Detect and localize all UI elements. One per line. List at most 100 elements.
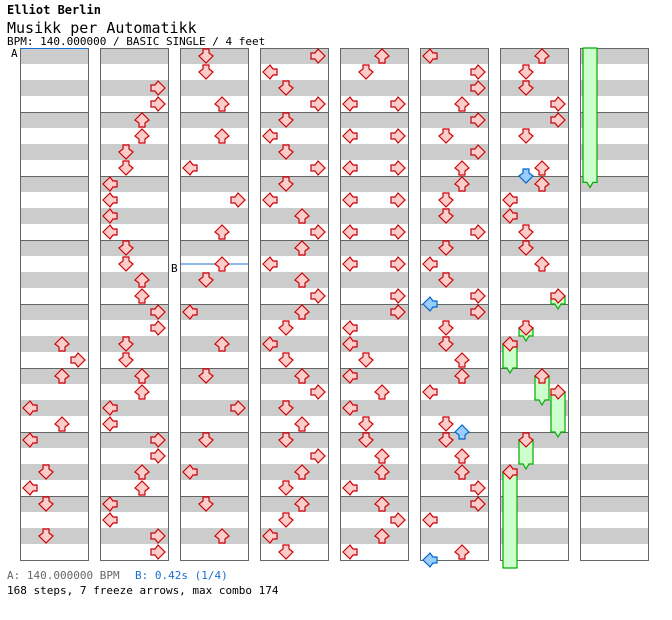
right-arrow: [470, 80, 486, 96]
left-arrow: [262, 192, 278, 208]
right-arrow: [390, 160, 406, 176]
up-arrow: [294, 272, 310, 288]
beat-stripe: [580, 240, 648, 256]
marker-a-label: A: [11, 47, 18, 60]
up-arrow: [214, 224, 230, 240]
up-arrow: [454, 464, 470, 480]
left-arrow: [342, 400, 358, 416]
down-arrow: [438, 320, 454, 336]
up-arrow: [454, 544, 470, 560]
right-arrow: [150, 544, 166, 560]
down-arrow: [438, 272, 454, 288]
left-arrow: [342, 192, 358, 208]
freeze-body: [582, 47, 598, 189]
down-arrow: [518, 64, 534, 80]
left-freeze-head: [502, 336, 518, 352]
beat-stripe: [100, 432, 168, 448]
beat-stripe: [260, 528, 328, 544]
beat-stripe: [260, 432, 328, 448]
beat-stripe: [340, 400, 408, 416]
up-arrow: [294, 368, 310, 384]
down-arrow: [358, 352, 374, 368]
up-arrow: [454, 160, 470, 176]
beat-stripe: [180, 144, 248, 160]
beat-stripe: [580, 368, 648, 384]
beat-stripe: [340, 48, 408, 64]
left-arrow: [502, 208, 518, 224]
left-arrow-eighth: [422, 296, 438, 312]
beat-stripe: [500, 80, 568, 96]
up-arrow: [214, 128, 230, 144]
beat-stripe: [420, 48, 488, 64]
beat-stripe: [180, 240, 248, 256]
down-arrow: [278, 112, 294, 128]
beat-stripe: [20, 400, 88, 416]
beat-stripe: [340, 496, 408, 512]
up-arrow: [454, 352, 470, 368]
down-arrow: [198, 432, 214, 448]
down-arrow: [358, 432, 374, 448]
beat-stripe: [20, 432, 88, 448]
down-arrow: [118, 144, 134, 160]
beat-stripe: [260, 368, 328, 384]
left-arrow: [502, 192, 518, 208]
stop-legend: B: 0.42s (1/4): [135, 569, 228, 582]
left-arrow: [262, 256, 278, 272]
right-arrow: [470, 144, 486, 160]
beat-stripe: [180, 464, 248, 480]
beat-stripe: [20, 336, 88, 352]
beat-stripe: [260, 240, 328, 256]
beat-stripe: [420, 528, 488, 544]
beat-stripe: [420, 304, 488, 320]
down-arrow: [358, 416, 374, 432]
right-arrow: [150, 448, 166, 464]
left-arrow: [342, 224, 358, 240]
beat-stripe: [500, 112, 568, 128]
left-arrow: [342, 368, 358, 384]
right-freeze-head: [550, 288, 566, 304]
song-title: Musikk per Automatikk: [7, 19, 197, 37]
left-arrow-eighth: [422, 552, 438, 568]
down-arrow: [198, 64, 214, 80]
right-arrow: [390, 128, 406, 144]
down-arrow: [518, 80, 534, 96]
beat-stripe: [100, 208, 168, 224]
down-arrow: [278, 512, 294, 528]
left-arrow: [262, 336, 278, 352]
beat-stripe: [260, 336, 328, 352]
right-arrow: [230, 192, 246, 208]
beat-stripe: [180, 368, 248, 384]
down-arrow: [438, 192, 454, 208]
beat-stripe: [500, 176, 568, 192]
right-arrow: [390, 512, 406, 528]
down-arrow: [118, 160, 134, 176]
beat-stripe: [180, 176, 248, 192]
beat-stripe: [580, 464, 648, 480]
beat-stripe: [260, 112, 328, 128]
up-arrow: [214, 96, 230, 112]
freeze-body: [550, 391, 566, 439]
up-arrow: [454, 176, 470, 192]
up-arrow: [534, 176, 550, 192]
beat-stripe: [420, 336, 488, 352]
right-arrow: [470, 480, 486, 496]
right-arrow: [390, 304, 406, 320]
beat-stripe: [260, 176, 328, 192]
right-arrow: [390, 256, 406, 272]
left-arrow: [342, 320, 358, 336]
up-arrow: [54, 368, 70, 384]
down-arrow: [278, 432, 294, 448]
beat-stripe: [100, 272, 168, 288]
left-arrow: [262, 128, 278, 144]
beat-stripe: [100, 496, 168, 512]
beat-stripe: [260, 496, 328, 512]
beat-stripe: [100, 176, 168, 192]
beat-stripe: [340, 528, 408, 544]
up-arrow: [374, 464, 390, 480]
beat-stripe: [420, 144, 488, 160]
left-arrow: [342, 96, 358, 112]
marker-b-label: B: [171, 262, 178, 275]
left-arrow: [342, 480, 358, 496]
chart-info: BPM: 140.000000 / BASIC SINGLE / 4 feet: [7, 35, 266, 48]
down-arrow: [118, 256, 134, 272]
